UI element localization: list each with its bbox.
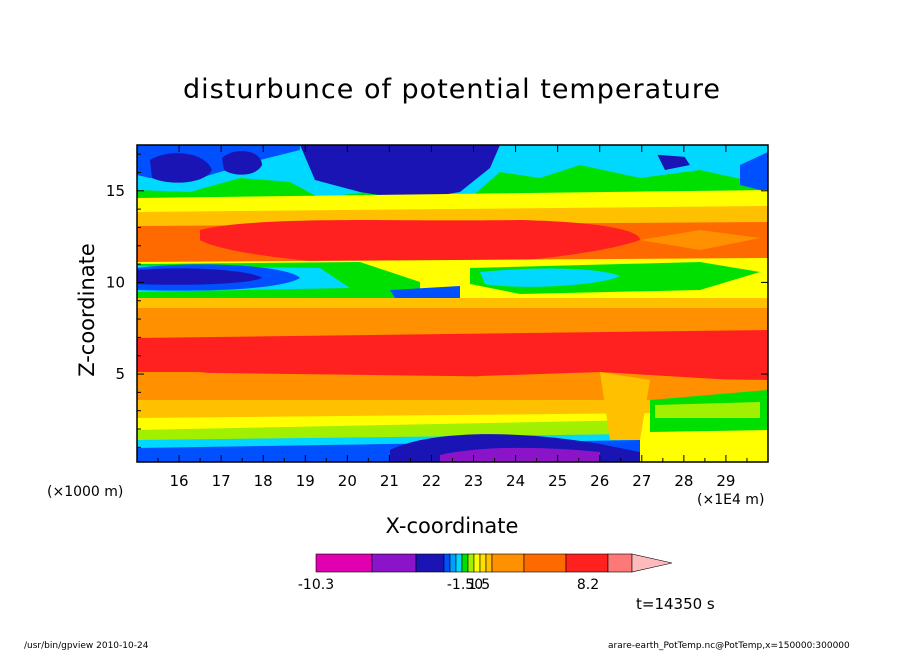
x-tick-label: 18	[254, 472, 273, 490]
x-axis-label: X-coordinate	[385, 514, 519, 538]
x-tick-label: 27	[632, 472, 651, 490]
colorbar: -10.3 -1.501.5 8.2	[298, 553, 673, 593]
colorbar-segment	[485, 553, 493, 573]
colorbar-segment	[473, 553, 481, 573]
x-tick-label: 22	[422, 472, 441, 490]
x-tick-label: 23	[464, 472, 483, 490]
x-tick-label: 21	[380, 472, 399, 490]
colorbar-segment	[467, 553, 475, 573]
x-unit-left-label: (×1000 m)	[47, 484, 124, 500]
colorbar-segment	[565, 553, 609, 573]
colorbar-segment	[491, 553, 525, 573]
colorbar-tick-label: -1.50	[447, 577, 483, 593]
chart-title: disturbunce of potential temperature	[183, 74, 721, 105]
colorbar-arrow	[631, 553, 673, 573]
x-unit-right-label: (×1E4 m)	[697, 492, 765, 508]
colorbar-segment	[315, 553, 373, 573]
y-tick-label: 10	[106, 273, 125, 291]
colorbar-tick-label: 1.5	[468, 577, 490, 593]
x-tick-label: 20	[338, 472, 357, 490]
plot-area	[137, 145, 768, 462]
colorbar-segment	[523, 553, 567, 573]
colorbar-segment	[415, 553, 445, 573]
colorbar-segment	[479, 553, 487, 573]
x-tick-label: 26	[590, 472, 609, 490]
footer-right-text: arare-earth_PotTemp.nc@PotTemp,x=150000:…	[608, 641, 850, 651]
x-tick-label: 19	[296, 472, 315, 490]
y-tick-label: 15	[106, 182, 125, 200]
x-tick-label: 16	[170, 472, 189, 490]
x-axis: 16 17 18 19 20 21 22 23 24 25 26 27 28 29	[157, 145, 748, 490]
x-tick-label: 24	[506, 472, 525, 490]
y-tick-label: 5	[115, 365, 125, 383]
x-tick-label: 29	[716, 472, 735, 490]
x-tick-label: 17	[212, 472, 231, 490]
x-tick-label: 25	[548, 472, 567, 490]
colorbar-segment	[455, 553, 463, 573]
colorbar-segment	[607, 553, 633, 573]
time-label: t=14350 s	[636, 595, 715, 613]
colorbar-tick-label: -10.3	[298, 577, 334, 593]
footer-left-text: /usr/bin/gpview 2010-10-24	[24, 641, 149, 651]
colorbar-segment	[443, 553, 451, 573]
colorbar-segment	[461, 553, 469, 573]
y-axis: 5 10 15	[106, 153, 768, 448]
colorbar-segment	[371, 553, 417, 573]
x-tick-label: 28	[674, 472, 693, 490]
colorbar-tick-label: 8.2	[577, 577, 599, 593]
colorbar-segment	[449, 553, 457, 573]
